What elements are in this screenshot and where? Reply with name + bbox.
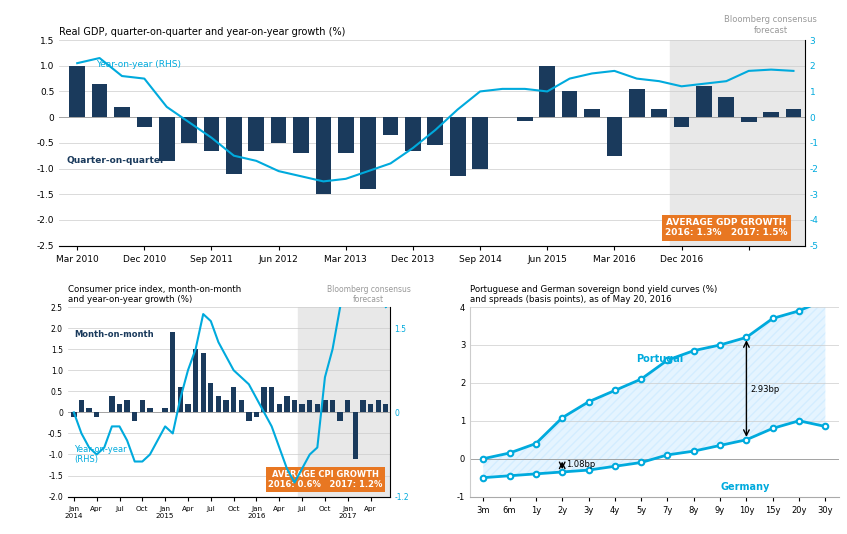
Bar xyxy=(651,109,667,117)
Text: Germany: Germany xyxy=(720,482,769,492)
Bar xyxy=(763,112,779,117)
Bar xyxy=(352,412,358,459)
Bar xyxy=(277,404,282,412)
Bar xyxy=(86,408,91,412)
Bar xyxy=(316,117,331,194)
Bar xyxy=(262,387,267,412)
Bar xyxy=(673,117,689,128)
Bar xyxy=(94,412,99,417)
Text: Portuguese and German sovereign bond yield curves (%)
and spreads (basis points): Portuguese and German sovereign bond yie… xyxy=(470,285,717,304)
Text: Quarter-on-quarter: Quarter-on-quarter xyxy=(67,156,165,166)
Bar xyxy=(540,66,555,117)
Bar xyxy=(360,117,376,189)
Text: Portugal: Portugal xyxy=(636,354,684,364)
Bar xyxy=(79,400,84,412)
Bar xyxy=(91,84,108,117)
Bar xyxy=(248,117,264,151)
Bar xyxy=(132,412,137,421)
Bar xyxy=(584,109,600,117)
Bar xyxy=(337,412,343,421)
Bar xyxy=(322,400,328,412)
Bar xyxy=(741,117,756,122)
Bar xyxy=(329,400,335,412)
Bar xyxy=(345,400,351,412)
Bar xyxy=(181,117,197,143)
Bar xyxy=(185,404,191,412)
Bar xyxy=(696,87,711,117)
Bar xyxy=(428,117,443,145)
Text: Portugal-Germany bond spreads have widened, due to
political risks and the chanc: Portugal-Germany bond spreads have widen… xyxy=(436,267,758,288)
Bar xyxy=(670,40,805,246)
Bar xyxy=(473,117,488,169)
Bar xyxy=(293,117,309,153)
Bar xyxy=(271,117,286,143)
Bar xyxy=(114,107,130,117)
Bar xyxy=(159,117,174,161)
Text: GDP growth was also weighed down by a deceleration in investment: GDP growth was also weighed down by a de… xyxy=(7,10,545,25)
Text: Real GDP, quarter-on-quarter and year-on-year growth (%): Real GDP, quarter-on-quarter and year-on… xyxy=(59,27,346,37)
Bar xyxy=(147,408,152,412)
Text: Year-on-year (RHS): Year-on-year (RHS) xyxy=(97,60,181,69)
Bar xyxy=(109,396,114,412)
Bar xyxy=(285,396,290,412)
Text: Consumer price index, month-on-month
and year-on-year growth (%): Consumer price index, month-on-month and… xyxy=(68,285,241,304)
Bar xyxy=(117,404,122,412)
Text: 1.08bp: 1.08bp xyxy=(566,460,595,469)
Bar xyxy=(125,400,130,412)
Bar xyxy=(140,400,145,412)
Bar xyxy=(562,91,578,117)
Bar xyxy=(163,408,168,412)
Bar xyxy=(246,412,252,421)
Bar xyxy=(405,117,421,151)
Bar xyxy=(375,400,381,412)
Bar xyxy=(136,117,152,128)
Text: 2.93bp: 2.93bp xyxy=(750,386,779,394)
Text: Bloomberg consensus
forecast: Bloomberg consensus forecast xyxy=(326,285,411,304)
Text: Year-on-year
(RHS): Year-on-year (RHS) xyxy=(75,445,127,465)
Bar xyxy=(307,400,313,412)
Bar xyxy=(718,97,734,117)
Text: Month-on-month: Month-on-month xyxy=(75,331,154,340)
Bar xyxy=(201,354,206,412)
Text: Bloomberg consensus
forecast: Bloomberg consensus forecast xyxy=(724,15,817,35)
Bar xyxy=(517,117,533,121)
Bar xyxy=(606,117,623,156)
Bar xyxy=(170,332,175,412)
Bar xyxy=(216,396,221,412)
Bar xyxy=(269,387,274,412)
Text: AVERAGE GDP GROWTH
2016: 1.3%   2017: 1.5%: AVERAGE GDP GROWTH 2016: 1.3% 2017: 1.5% xyxy=(665,218,788,238)
Bar xyxy=(450,117,466,176)
Bar xyxy=(224,400,229,412)
Bar xyxy=(208,383,213,412)
Bar xyxy=(315,404,320,412)
Bar xyxy=(383,404,389,412)
Bar xyxy=(178,387,183,412)
Text: AVERAGE CPI GROWTH
2016: 0.6%   2017: 1.2%: AVERAGE CPI GROWTH 2016: 0.6% 2017: 1.2% xyxy=(268,469,383,489)
Text: Inflation failed to accelerate in early 2016, due to negative
contributions from: Inflation failed to accelerate in early … xyxy=(8,267,358,288)
Bar xyxy=(203,117,219,151)
Bar xyxy=(193,349,198,412)
Bar xyxy=(231,387,236,412)
Bar xyxy=(69,66,85,117)
Bar xyxy=(338,117,354,153)
Bar xyxy=(254,412,259,417)
Bar xyxy=(383,117,398,135)
Bar xyxy=(292,400,297,412)
Bar xyxy=(786,109,801,117)
Bar xyxy=(71,412,76,417)
Bar xyxy=(298,307,390,497)
Bar xyxy=(360,400,366,412)
Bar xyxy=(629,89,645,117)
Bar xyxy=(300,404,305,412)
Bar xyxy=(239,400,244,412)
Bar xyxy=(368,404,374,412)
Bar xyxy=(226,117,241,174)
